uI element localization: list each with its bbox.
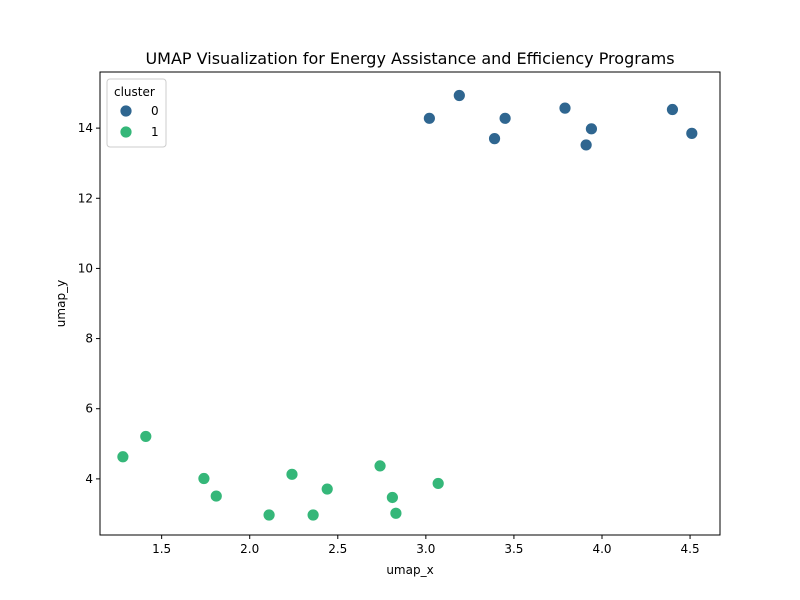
data-point-cluster-1 [431, 477, 445, 490]
data-point-cluster-1 [385, 491, 399, 504]
legend: cluster 0 1 [106, 78, 167, 148]
plot-area [99, 71, 721, 536]
data-point-cluster-1 [320, 482, 334, 496]
x-tick-label: 4.0 [592, 542, 611, 556]
data-point-cluster-0 [452, 89, 466, 102]
y-tick-label: 10 [78, 261, 93, 275]
data-point-cluster-0 [422, 111, 436, 125]
data-point-cluster-1 [389, 506, 403, 520]
x-tick-label: 3.0 [416, 542, 435, 556]
x-axis-title: umap_x [386, 563, 433, 577]
data-point-cluster-1 [285, 467, 299, 481]
data-point-cluster-1 [262, 508, 276, 522]
x-tick-label: 2.5 [328, 542, 347, 556]
data-points [116, 89, 699, 522]
data-point-cluster-0 [579, 138, 593, 152]
data-point-cluster-0 [666, 103, 679, 116]
data-point-cluster-0 [685, 126, 699, 140]
data-point-cluster-1 [306, 508, 320, 522]
legend-marker-cluster-1 [119, 125, 133, 139]
legend-label-cluster-0: 0 [151, 104, 159, 118]
data-point-cluster-0 [498, 111, 512, 125]
data-point-cluster-1 [197, 472, 211, 485]
y-tick-label: 6 [85, 402, 93, 416]
y-axis: 4 6 8 10 12 14 [78, 121, 100, 486]
data-point-cluster-1 [209, 489, 223, 503]
data-point-cluster-1 [116, 450, 130, 464]
legend-marker-cluster-0 [119, 104, 133, 118]
data-point-cluster-0 [488, 132, 501, 146]
data-point-cluster-1 [139, 430, 153, 443]
y-tick-label: 4 [85, 472, 93, 486]
x-tick-label: 1.5 [152, 542, 171, 556]
y-tick-label: 12 [78, 191, 93, 205]
x-tick-label: 4.5 [681, 542, 700, 556]
x-axis: 1.5 2.0 2.5 3.0 3.5 4.0 4.5 [152, 535, 700, 556]
legend-label-cluster-1: 1 [151, 125, 159, 139]
data-point-cluster-1 [373, 459, 387, 473]
chart-title: UMAP Visualization for Energy Assistance… [145, 49, 674, 68]
legend-title: cluster [114, 85, 155, 99]
x-tick-label: 2.0 [240, 542, 259, 556]
y-tick-label: 14 [78, 121, 93, 135]
y-axis-title: umap_y [54, 280, 68, 327]
y-tick-label: 8 [85, 332, 93, 346]
data-point-cluster-0 [558, 101, 572, 115]
x-tick-label: 3.5 [504, 542, 523, 556]
data-point-cluster-0 [585, 122, 598, 136]
